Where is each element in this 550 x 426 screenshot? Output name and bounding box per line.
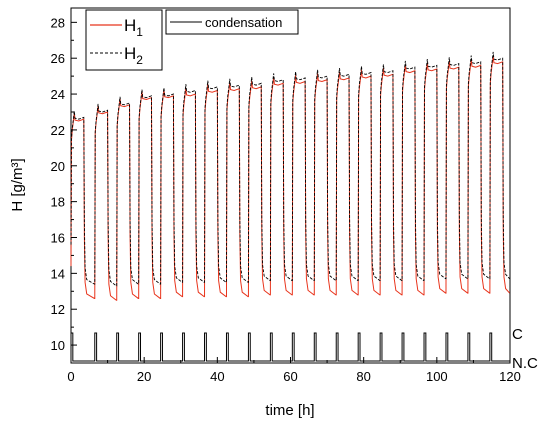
x-tick-label: 20	[137, 369, 151, 384]
series-h2-line	[70, 51, 510, 287]
y-tick-label: 20	[51, 159, 65, 174]
tick-layer: 0 20 40 60 80 100 120 10 12 14 16 18 20 22 24 26 28	[51, 15, 521, 384]
y-tick-label: 10	[51, 338, 65, 353]
series-h1-line	[70, 55, 511, 301]
y-tick-label: 22	[51, 123, 65, 138]
y-tick-label: 28	[51, 15, 65, 30]
x-tick-label: 100	[426, 369, 448, 384]
x-tick-label: 0	[67, 369, 74, 384]
legend-condensation-label: condensation	[205, 15, 282, 30]
condensation-high-label: C	[512, 326, 523, 343]
legend-box	[85, 9, 163, 71]
y-tick-label: 12	[51, 302, 65, 317]
y-axis-title: H [g/m³]	[9, 158, 26, 211]
legend-condensation: condensation	[165, 9, 299, 35]
legend-h1-label: H1	[124, 16, 143, 39]
y-tick-label: 14	[51, 266, 65, 281]
x-axis-title: time [h]	[265, 402, 314, 419]
series-layer	[70, 51, 511, 301]
x-tick-label: 60	[283, 369, 297, 384]
x-tick-label: 120	[499, 369, 521, 384]
condensation-line	[70, 332, 510, 362]
condensation-low-label: N.C	[512, 355, 538, 372]
legend-h: H1 H2	[85, 9, 163, 71]
y-tick-label: 16	[51, 230, 65, 245]
y-tick-label: 24	[51, 87, 65, 102]
condensation-layer	[70, 332, 510, 362]
y-tick-label: 26	[51, 51, 65, 66]
x-tick-label: 80	[356, 369, 370, 384]
legend-h2-label: H2	[124, 44, 143, 67]
x-tick-label: 40	[210, 369, 224, 384]
y-tick-label: 18	[51, 195, 65, 210]
